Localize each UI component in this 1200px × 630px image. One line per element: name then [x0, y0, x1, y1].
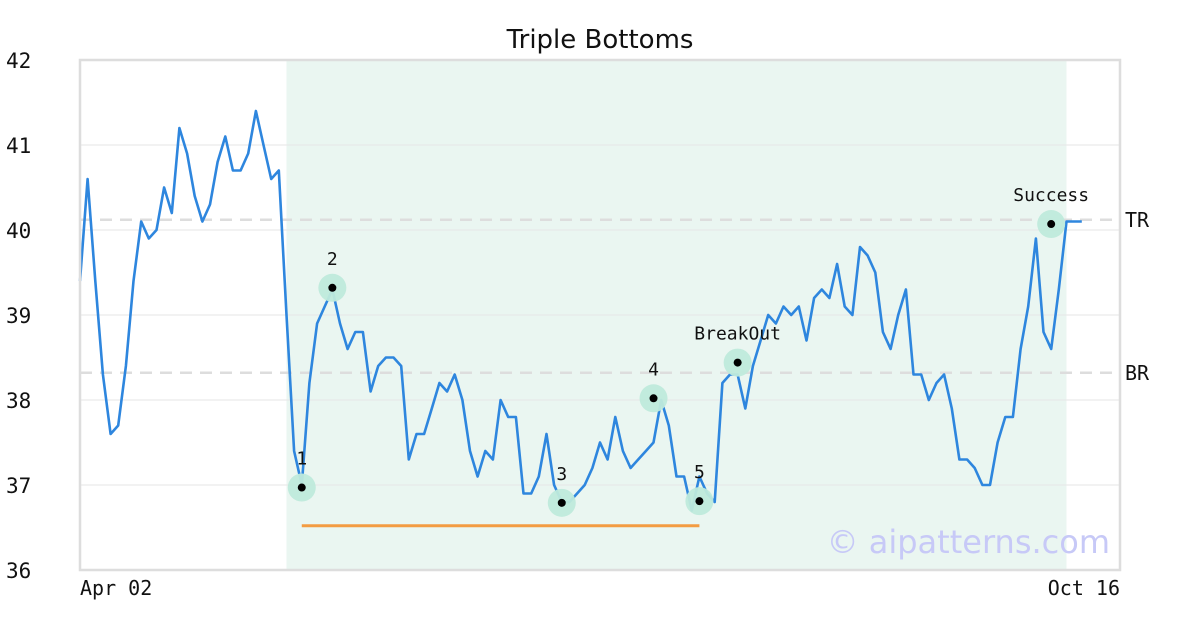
- pattern-markers: 1 2 3 4 5 BreakOut Success: [287, 185, 1089, 517]
- marker-label: 3: [556, 464, 567, 485]
- marker-dot: [297, 483, 306, 492]
- grid-lines: [80, 144, 1120, 486]
- y-tick-label: 38: [6, 389, 31, 413]
- chart-title: Triple Bottoms: [506, 25, 694, 55]
- marker-dot: [557, 498, 566, 507]
- marker-label: 1: [296, 449, 307, 470]
- marker-dot: [733, 358, 742, 367]
- y-tick-label: 42: [6, 49, 31, 73]
- y-tick-label: 36: [6, 559, 31, 583]
- watermark: © aipatterns.com: [827, 523, 1110, 561]
- marker-dot: [695, 497, 704, 506]
- marker-label: 2: [327, 249, 338, 270]
- marker-dot: [328, 283, 337, 292]
- plot-frame: [78, 58, 1122, 572]
- marker-dot: [1047, 220, 1056, 229]
- marker-label: 4: [648, 359, 659, 380]
- marker-label: Success: [1013, 185, 1089, 206]
- y-tick-label: 40: [6, 219, 31, 243]
- y-tick-label: 41: [6, 134, 31, 158]
- marker-label: 5: [694, 462, 705, 483]
- x-tick-label: Apr 02: [80, 576, 152, 600]
- price-line: [78, 109, 1082, 512]
- reference-label-tr: TR: [1125, 208, 1150, 232]
- reference-lines: TR BR: [80, 208, 1150, 385]
- reference-label-br: BR: [1125, 361, 1150, 385]
- marker-dot: [649, 394, 658, 403]
- price-series: [78, 109, 1082, 512]
- x-tick-label: Oct 16: [1048, 576, 1120, 600]
- y-tick-label: 37: [6, 474, 31, 498]
- marker-label: BreakOut: [694, 324, 781, 345]
- y-tick-label: 39: [6, 304, 31, 328]
